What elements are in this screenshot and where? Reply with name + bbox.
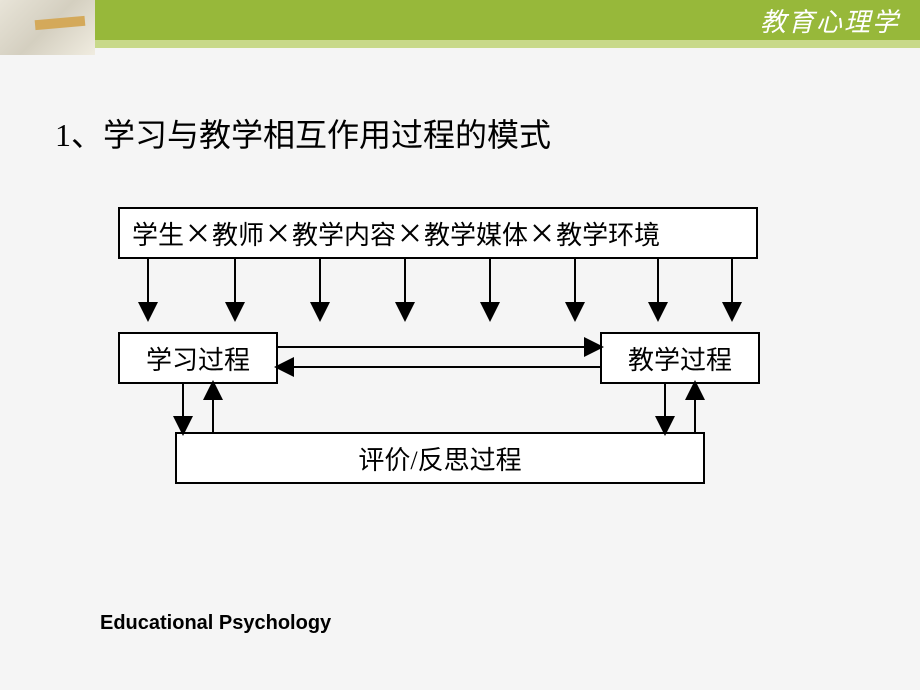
multiply-icon — [528, 222, 556, 244]
evaluation-label: 评价/反思过程 — [358, 440, 521, 477]
factor-media: 教学媒体 — [424, 215, 528, 252]
teaching-process-label: 教学过程 — [628, 340, 732, 377]
factor-student: 学生 — [132, 215, 184, 252]
evaluation-box: 评价/反思过程 — [175, 432, 705, 484]
multiply-icon — [264, 222, 292, 244]
header-accent — [0, 40, 920, 48]
factor-content: 教学内容 — [292, 215, 396, 252]
factor-environment: 教学环境 — [556, 215, 660, 252]
learning-process-box: 学习过程 — [118, 332, 278, 384]
multiply-icon — [396, 222, 424, 244]
header-bar: 教育心理学 — [0, 0, 920, 40]
multiply-icon — [184, 222, 212, 244]
factor-teacher: 教师 — [212, 215, 264, 252]
footer-text: Educational Psychology — [100, 612, 331, 635]
factors-box: 学生 教师 教学内容 教学媒体 教学环境 — [118, 207, 758, 259]
teaching-process-box: 教学过程 — [600, 332, 760, 384]
learning-process-label: 学习过程 — [146, 340, 250, 377]
header-title: 教育心理学 — [760, 2, 900, 39]
main-title: 1、学习与教学相互作用过程的模式 — [55, 110, 551, 156]
corner-decoration-image — [0, 0, 95, 55]
